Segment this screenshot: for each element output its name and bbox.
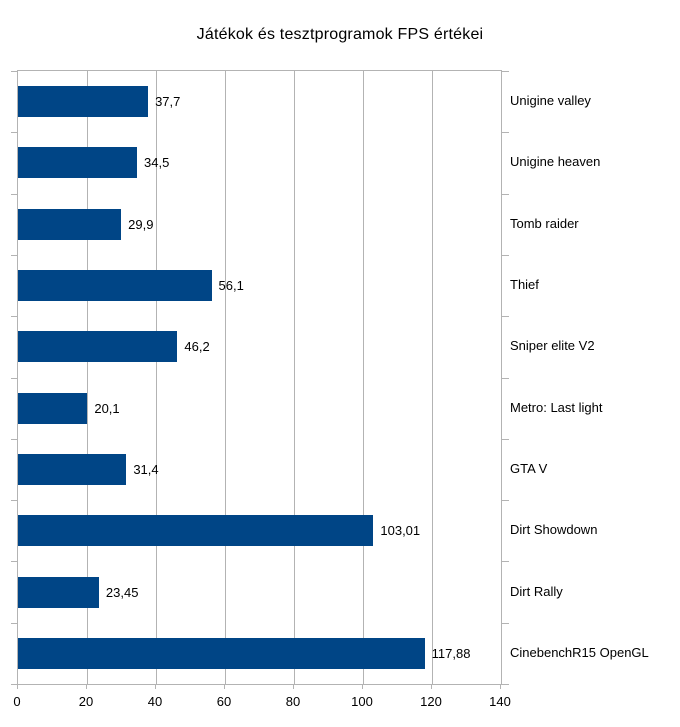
category-label: Dirt Rally (510, 583, 563, 599)
gridline (225, 71, 226, 684)
category-boundary-tick (11, 132, 18, 134)
bar (18, 331, 178, 363)
bar-value-label: 34,5 (144, 155, 170, 171)
bar-value-label: 46,2 (184, 339, 210, 355)
bar (18, 637, 425, 669)
category-boundary-tick (11, 500, 18, 502)
category-boundary-tick (502, 316, 509, 318)
x-tick-label: 20 (78, 694, 94, 709)
bar-value-label: 29,9 (128, 216, 154, 232)
x-tick-label: 60 (216, 694, 232, 709)
category-label: GTA V (510, 460, 548, 476)
category-boundary-tick (502, 684, 509, 685)
category-label: Tomb raider (510, 215, 579, 231)
bar (18, 270, 212, 302)
category-boundary-tick (502, 254, 509, 256)
category-boundary-tick (11, 71, 18, 72)
category-label: Metro: Last light (510, 399, 603, 415)
bar (18, 208, 122, 240)
bar (18, 453, 127, 485)
bar (18, 147, 138, 179)
bar-value-label: 103,01 (380, 523, 421, 539)
category-boundary-tick (502, 71, 509, 72)
bar-value-label: 56,1 (218, 278, 244, 294)
category-boundary-tick (502, 132, 509, 134)
category-label: Sniper elite V2 (510, 338, 595, 354)
bar (18, 392, 88, 424)
category-boundary-tick (502, 561, 509, 563)
category-label: Unigine valley (510, 93, 591, 109)
x-tick-label: 100 (351, 694, 373, 709)
x-tick-label: 120 (420, 694, 442, 709)
bar (18, 86, 149, 118)
category-boundary-tick (502, 500, 509, 502)
bar-value-label: 20,1 (94, 400, 120, 416)
x-tick-label: 0 (13, 694, 21, 709)
bar-value-label: 117,88 (431, 645, 471, 661)
category-boundary-tick (502, 622, 509, 624)
category-boundary-tick (11, 254, 18, 256)
category-boundary-tick (502, 438, 509, 440)
category-boundary-tick (11, 438, 18, 440)
x-tick-label: 40 (147, 694, 163, 709)
bar (18, 515, 374, 547)
category-boundary-tick (11, 316, 18, 318)
chart-title: Játékok és tesztprogramok FPS értékei (196, 26, 484, 43)
bar-value-label: 23,45 (105, 584, 139, 600)
category-boundary-tick (11, 377, 18, 379)
category-label: CinebenchR15 OpenGL (510, 644, 649, 660)
category-label: Thief (510, 277, 539, 293)
category-boundary-tick (502, 377, 509, 379)
category-boundary-tick (11, 561, 18, 563)
bar-value-label: 37,7 (155, 94, 181, 110)
gridline (87, 71, 88, 684)
bar-value-label: 31,4 (133, 461, 159, 477)
gridline (156, 71, 157, 684)
category-boundary-tick (11, 193, 18, 195)
gridline (432, 71, 433, 684)
gridline (294, 71, 295, 684)
category-boundary-tick (11, 622, 18, 624)
gridline (363, 71, 364, 684)
bar (18, 576, 99, 608)
category-labels: Unigine valley Unigine heaven Tomb raider T… (510, 70, 678, 683)
category-label: Unigine heaven (510, 154, 601, 170)
x-tick-label: 140 (489, 694, 511, 709)
x-tick-label: 80 (285, 694, 301, 709)
plot-area: 37,7 34,5 29,9 56,1 46,2 20,1 31,4 103,01 23,45 1… (11, 70, 509, 685)
category-label: Dirt Showdown (510, 522, 598, 538)
category-boundary-tick (502, 193, 509, 195)
category-boundary-tick (11, 684, 18, 685)
